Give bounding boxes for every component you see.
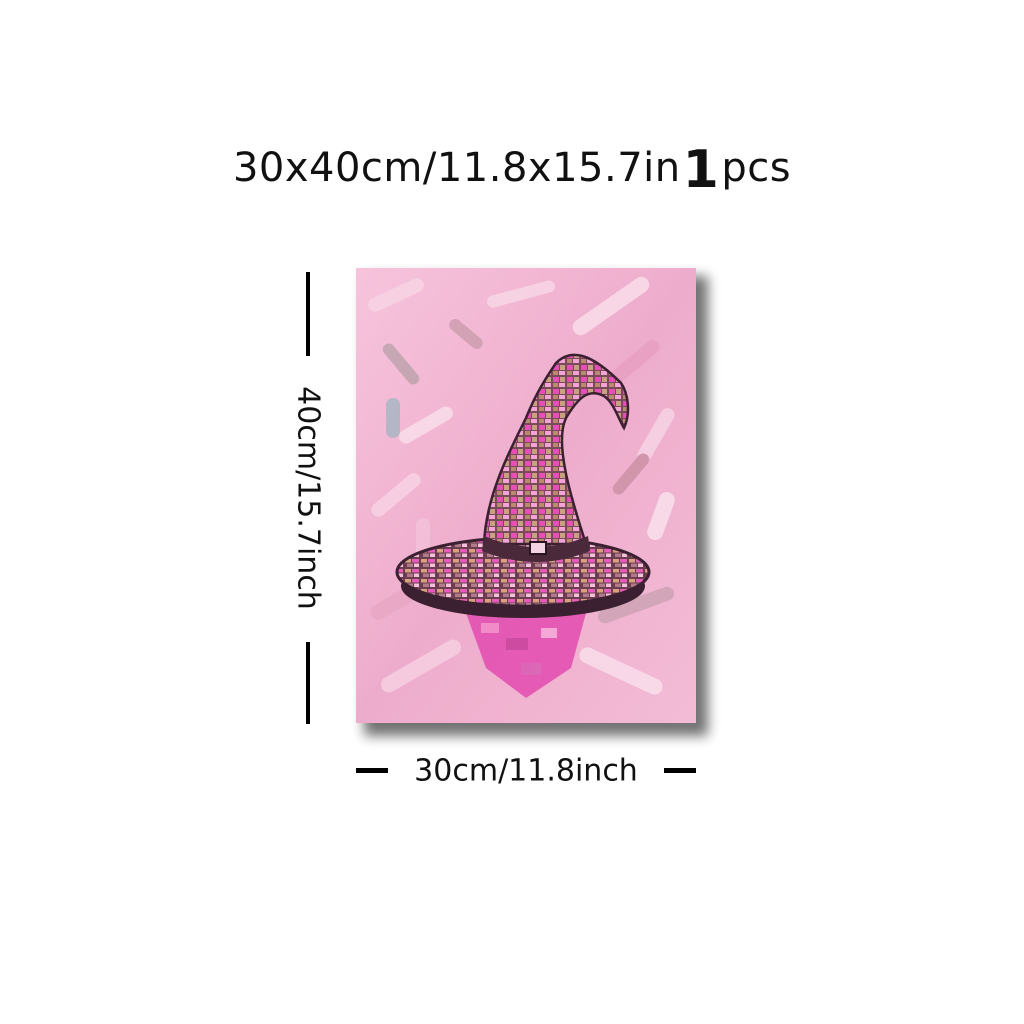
width-label: 30cm/11.8inch	[414, 753, 638, 789]
height-label: 40cm/15.7inch	[290, 386, 326, 610]
width-line-left	[356, 768, 388, 773]
canvas-artwork	[356, 268, 696, 723]
height-line-bottom	[306, 642, 310, 724]
height-line-top	[306, 272, 310, 356]
quantity-number: 1	[682, 140, 720, 200]
quantity-unit: pcs	[721, 145, 792, 191]
size-headline: 30x40cm/11.8x15.7in1pcs	[0, 140, 1024, 200]
width-line-right	[664, 768, 696, 773]
witch-hat-painting	[356, 268, 696, 723]
size-text: 30x40cm/11.8x15.7in	[232, 145, 681, 191]
